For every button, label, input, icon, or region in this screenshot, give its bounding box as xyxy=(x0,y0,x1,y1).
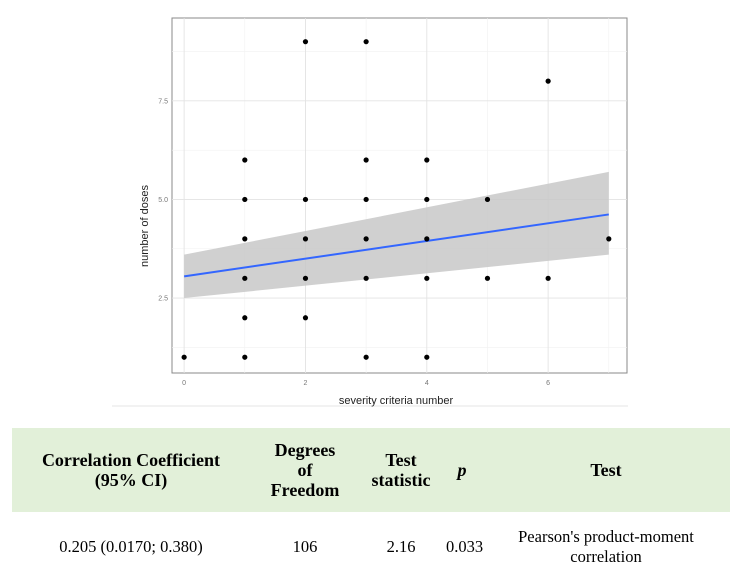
cell-correlation: 0.205 (0.0170; 0.380) xyxy=(59,537,203,556)
data-point xyxy=(181,354,187,360)
data-point xyxy=(363,354,369,360)
x-tick-label: 2 xyxy=(304,380,308,387)
regression-line-path xyxy=(183,213,609,278)
confidence-band xyxy=(184,171,609,299)
data-point xyxy=(424,157,430,163)
header-test: Test xyxy=(590,460,622,480)
data-point xyxy=(424,354,430,360)
header-degrees-of-freedom: Degrees of Freedom xyxy=(250,428,360,512)
x-tick-label: 6 xyxy=(546,380,550,387)
header-df-line3: Freedom xyxy=(270,480,340,500)
header-p-value: p xyxy=(442,428,482,512)
confidence-band-area xyxy=(184,171,609,299)
header-correlation-line1: Correlation Coefficient xyxy=(41,450,221,470)
data-point xyxy=(302,196,309,203)
data-point xyxy=(424,196,430,203)
data-point xyxy=(242,315,248,321)
data-points xyxy=(181,39,612,360)
data-point xyxy=(242,275,248,281)
data-point xyxy=(484,275,491,281)
data-point xyxy=(484,196,491,203)
data-point xyxy=(242,196,248,203)
header-correlation: Correlation Coefficient (95% CI) xyxy=(12,428,250,512)
y-axis-label: number of doses xyxy=(139,185,151,267)
header-stat-line2: statistic xyxy=(371,470,431,490)
data-point xyxy=(363,196,369,203)
cell-test-line1: Pearson's product-moment xyxy=(518,527,694,546)
x-tick-label: 0 xyxy=(182,380,186,387)
cell-test-statistic: 2.16 xyxy=(386,537,416,556)
cell-p-value: 0.033 xyxy=(446,537,484,556)
data-point xyxy=(363,236,369,242)
table-header-row: Correlation Coefficient (95% CI) Degrees… xyxy=(12,428,730,512)
data-point xyxy=(302,236,309,242)
cell-test-line2: correlation xyxy=(570,547,642,566)
y-tick-label: 2.5 xyxy=(158,296,168,303)
data-point xyxy=(363,157,369,163)
header-test-statistic: Test statistic xyxy=(360,428,442,512)
data-point xyxy=(545,78,551,84)
data-point xyxy=(424,275,430,281)
header-stat-line1: Test xyxy=(385,450,417,470)
axis-ticks: 0 2 4 6 2.5 5.0 7.5 xyxy=(158,98,550,387)
regression-line xyxy=(183,213,609,278)
x-axis-label: severity criteria number xyxy=(339,395,454,407)
data-point xyxy=(242,157,248,163)
data-point xyxy=(606,236,612,242)
data-point xyxy=(424,236,430,242)
data-point xyxy=(363,275,369,281)
data-point xyxy=(302,275,309,281)
x-tick-label: 4 xyxy=(425,380,429,387)
data-point xyxy=(363,39,369,45)
data-point xyxy=(545,275,551,281)
header-df-line2: of xyxy=(297,460,313,480)
cell-degrees-of-freedom: 106 xyxy=(292,537,318,556)
header-p-label: p xyxy=(457,460,467,480)
table-row: 0.205 (0.0170; 0.380) 106 2.16 0.033 Pea… xyxy=(12,512,730,582)
data-point xyxy=(302,39,309,45)
scatter-plot: 0 2 4 6 2.5 5.0 7.5 severity criteria number n… xyxy=(112,17,628,407)
statistics-table: Correlation Coefficient (95% CI) Degrees… xyxy=(12,428,730,582)
data-point xyxy=(302,315,309,321)
cell-test: Pearson's product-moment correlation xyxy=(482,512,730,582)
y-tick-label: 7.5 xyxy=(158,98,168,105)
data-point xyxy=(242,354,248,360)
header-df-line1: Degrees xyxy=(274,440,336,460)
y-tick-label: 5.0 xyxy=(158,197,168,204)
header-correlation-line2: (95% CI) xyxy=(94,470,168,490)
data-point xyxy=(242,236,248,242)
